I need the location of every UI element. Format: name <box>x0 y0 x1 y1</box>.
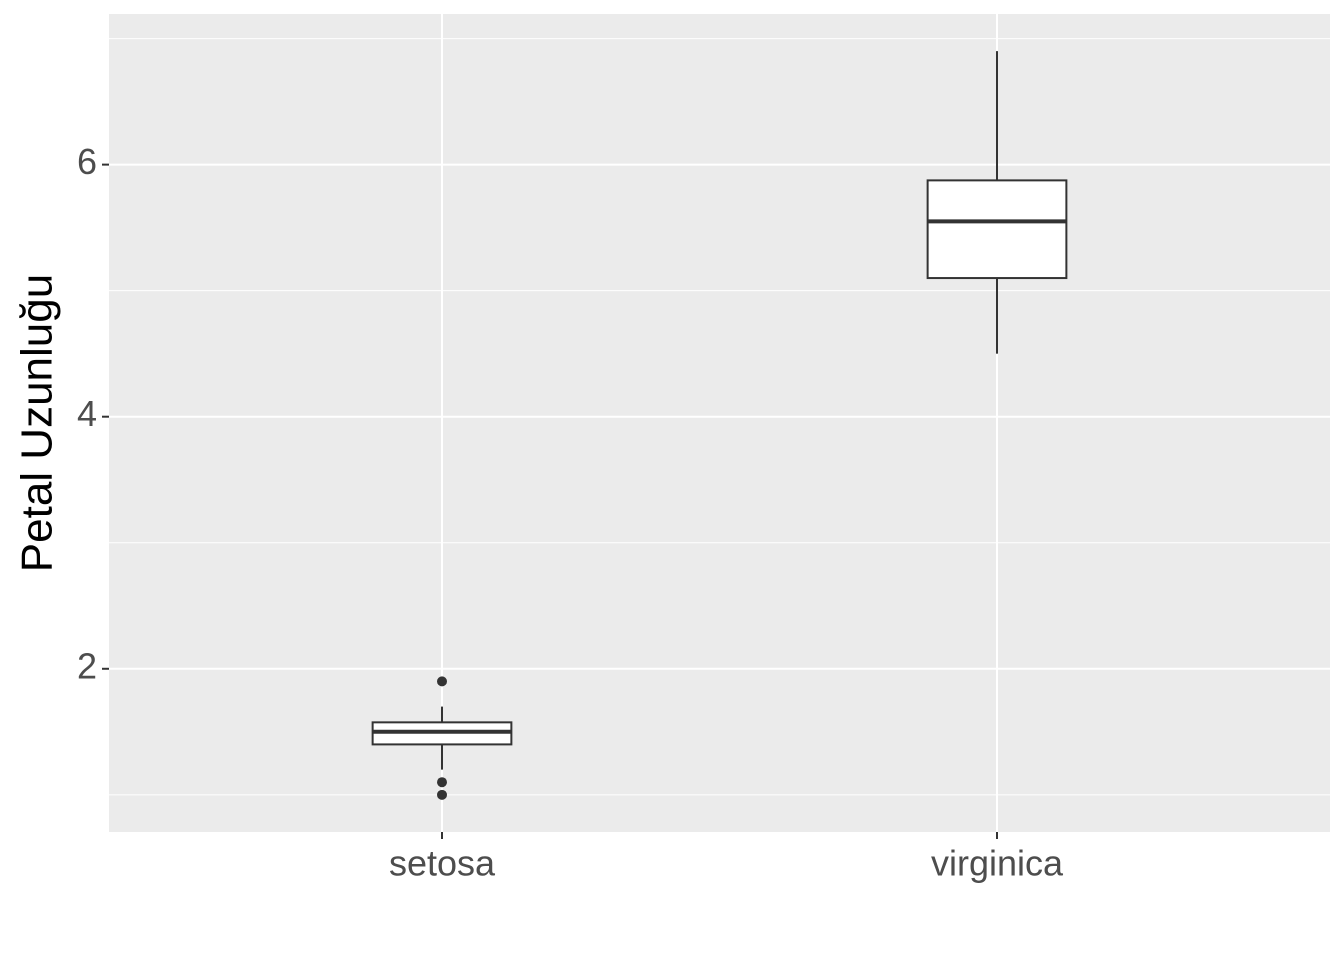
outlier <box>437 676 447 687</box>
y-tick-label: 4 <box>77 393 97 434</box>
x-tick-label: setosa <box>389 843 496 884</box>
x-tick-label: virginica <box>931 843 1064 884</box>
box <box>926 179 1068 280</box>
outlier <box>437 777 447 788</box>
y-tick-label: 2 <box>77 645 97 686</box>
outlier <box>437 789 447 800</box>
plot-panel <box>109 14 1330 832</box>
y-axis-label: Petal Uzunluğu <box>13 274 62 572</box>
y-tick-label: 6 <box>77 141 97 182</box>
